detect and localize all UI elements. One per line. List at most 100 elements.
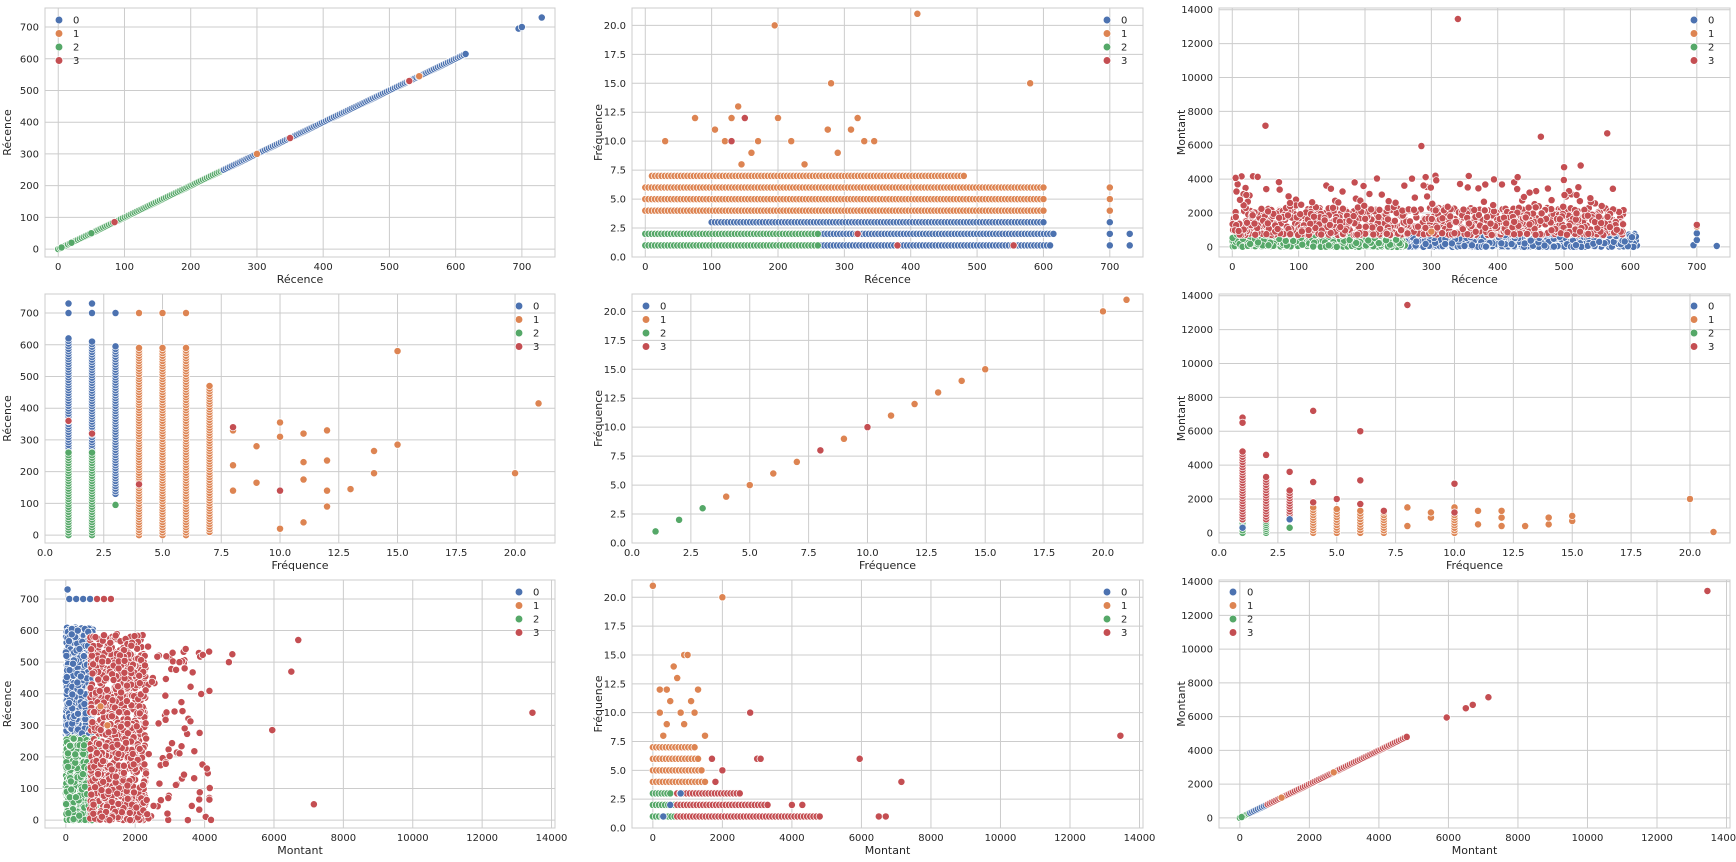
cluster-3-point (1483, 212, 1491, 221)
cluster-3-point (1334, 198, 1343, 207)
cluster-3-point (1572, 209, 1581, 218)
x-axis-label: Récence (864, 273, 911, 286)
subplot-7: 0 2000 4000 6000 8000 10000 12000 1400001002003… (1, 579, 567, 857)
cluster-3-point (1459, 205, 1468, 214)
cluster-0-point (1447, 239, 1456, 248)
cluster-3-point (1275, 185, 1284, 194)
cluster-3-point (286, 134, 295, 143)
cluster-3-point (1421, 173, 1430, 182)
subplot-1: 0 100 200 300 400 500 600 700010020030040050060… (1, 7, 556, 286)
cluster-3-point (863, 423, 872, 432)
cluster-3-point (1405, 217, 1414, 226)
legend-label-3: 3 (533, 342, 539, 353)
y-tick-label: 5.0 (610, 195, 626, 206)
cluster-3-point (1463, 230, 1472, 239)
cluster-1-point (276, 432, 284, 441)
x-tick-label: 20.0 (1092, 548, 1114, 559)
cluster-3-point (1692, 220, 1701, 229)
x-tick-label: 10.0 (856, 548, 878, 559)
x-tick-label: 4000 (192, 833, 217, 844)
cluster-2-point (1324, 241, 1333, 250)
cluster-3-point (1251, 230, 1260, 239)
cluster-3-point (1417, 142, 1426, 151)
cluster-1-point (769, 469, 778, 478)
y-tick-label: 400 (20, 118, 39, 129)
cluster-3-point (1513, 173, 1522, 182)
cluster-3-point (1243, 218, 1251, 227)
cluster-1-point (957, 376, 966, 385)
cluster-1-point (934, 388, 943, 397)
x-tick-label: 100 (1289, 262, 1308, 273)
cluster-3-point (1560, 191, 1569, 200)
cluster-0-point (1105, 229, 1114, 238)
x-tick-label: 0.0 (624, 548, 640, 559)
x-tick-label: 600 (1034, 262, 1053, 273)
cluster-3-point (1489, 175, 1498, 184)
legend-marker-1 (1102, 29, 1112, 38)
cluster-0-point (88, 309, 96, 317)
y-tick-label: 12000 (1181, 39, 1213, 50)
cluster-1-point (792, 457, 801, 466)
x-tick-label: 2.5 (1270, 548, 1286, 559)
cluster-2-point (1364, 236, 1373, 245)
y-tick-label: 14000 (1181, 5, 1213, 16)
cluster-1-point (229, 461, 237, 470)
cluster-3-point (1248, 211, 1257, 220)
cluster-1-point (770, 21, 779, 30)
cluster-2-point (1289, 236, 1298, 245)
cluster-3-point (1486, 219, 1495, 228)
legend-label-1: 1 (73, 29, 79, 40)
x-tick-label: 300 (835, 262, 854, 273)
cluster-3-point (1336, 223, 1345, 231)
cluster-1-point (299, 429, 308, 438)
cluster-0-point (1497, 239, 1506, 248)
cluster-3-point (1384, 197, 1393, 206)
cluster-3-point (1438, 214, 1447, 223)
cluster-0-point (1125, 229, 1134, 238)
cluster-3-point (727, 137, 736, 146)
legend-marker-1 (1689, 29, 1699, 38)
y-tick-label: 0 (33, 816, 39, 827)
y-tick-label: 2.5 (610, 224, 626, 235)
cluster-3-point (1576, 227, 1584, 236)
cluster-3-point (1391, 198, 1400, 207)
cluster-1-point (205, 382, 214, 390)
cluster-3-point (1309, 406, 1318, 415)
cluster-2-point (1254, 238, 1263, 247)
cluster-3-point (1438, 229, 1447, 238)
cluster-3-point (1304, 226, 1313, 235)
cluster-1-point (158, 343, 167, 352)
legend-marker-2 (1102, 42, 1112, 52)
cluster-3-point (1574, 183, 1583, 192)
x-tick-label: 200 (768, 262, 787, 273)
x-tick-label: 7.5 (1388, 548, 1404, 559)
x-tick-label: 17.5 (1620, 548, 1642, 559)
cluster-1-point (1427, 227, 1436, 236)
cluster-1-point (323, 456, 331, 465)
cluster-0-point (517, 23, 526, 31)
cluster-3-point (1234, 226, 1243, 235)
legend-label-1: 1 (1121, 29, 1127, 40)
x-tick-label: 17.5 (445, 548, 467, 559)
x-tick-label: 6000 (261, 833, 286, 844)
cluster-1-point (370, 447, 378, 455)
cluster-3-point (1397, 226, 1406, 235)
cluster-1-point (229, 486, 237, 495)
cluster-1-point (1105, 195, 1114, 204)
cluster-3-point (1379, 506, 1388, 515)
x-tick-label: 8000 (331, 833, 356, 844)
legend-marker-0 (54, 15, 64, 25)
cluster-1-point (299, 458, 308, 467)
cluster-1-point (913, 9, 922, 18)
cluster-3-point (1361, 222, 1370, 231)
cluster-2-point (87, 229, 96, 238)
cluster-1-point (853, 114, 862, 122)
cluster-3-point (1257, 204, 1266, 213)
y-tick-label: 300 (20, 435, 39, 446)
cluster-3-point (1297, 200, 1306, 209)
legend-marker-3 (1689, 56, 1699, 65)
cluster-2-point (1246, 239, 1255, 248)
cluster-2-point (651, 527, 660, 536)
x-axis-label: Fréquence (1446, 559, 1503, 572)
y-tick-label: 10000 (1181, 359, 1213, 370)
